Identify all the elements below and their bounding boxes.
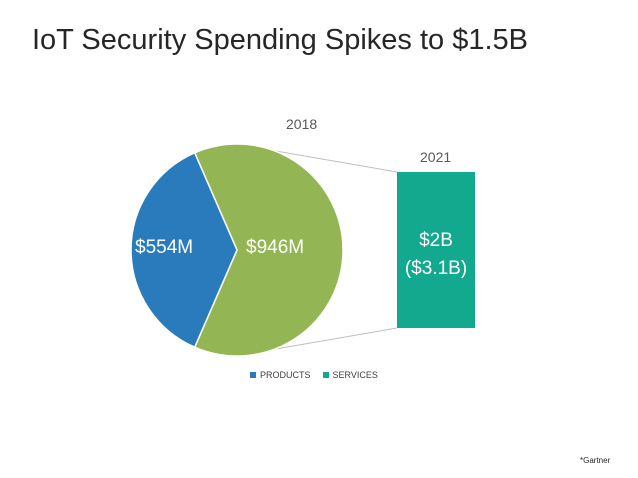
bar-value-label: $2B	[419, 230, 453, 251]
pie-year-label: 2018	[286, 116, 318, 132]
legend-item-products: PRODUCTS	[250, 370, 311, 380]
legend: PRODUCTS SERVICES	[250, 370, 390, 380]
legend-item-services: SERVICES	[322, 370, 378, 380]
connector-line-top	[269, 149, 398, 173]
bar-value-sublabel: ($3.1B)	[404, 258, 468, 279]
legend-swatch-products	[250, 372, 256, 378]
pie-slice-products	[130, 151, 238, 349]
bar-2021	[397, 172, 475, 328]
connector-line-bottom	[269, 327, 398, 351]
bar-year-label: 2021	[420, 149, 452, 165]
legend-label-services: SERVICES	[332, 370, 378, 380]
legend-label-products: PRODUCTS	[260, 370, 311, 380]
slice-label-products: $554M	[135, 237, 194, 258]
legend-swatch-services	[322, 372, 329, 378]
slice-label-services: $946M	[246, 237, 305, 258]
pie-slice-services	[193, 143, 344, 357]
source-note: *Gartner	[580, 456, 611, 465]
chart-title: IoT Security Spending Spikes to $1.5B	[32, 24, 528, 56]
